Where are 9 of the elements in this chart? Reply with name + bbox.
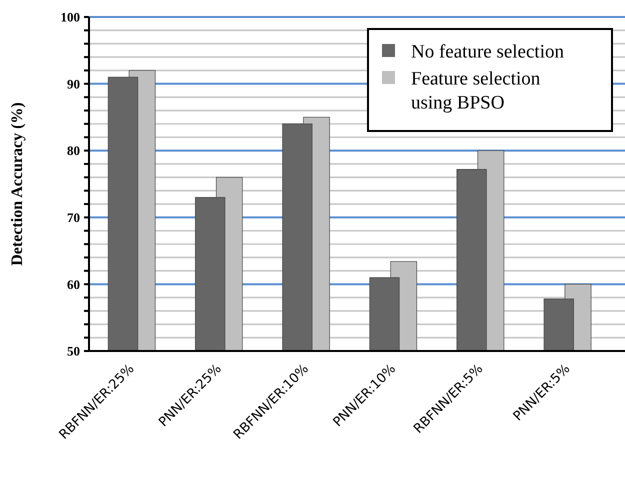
y-axis-title: Detection Accuracy (%) [9,102,26,266]
y-tick-label: 100 [60,10,80,25]
y-tick-label: 50 [67,344,80,359]
y-tick-label: 70 [67,210,80,225]
legend-label: Feature selection using BPSO [411,68,541,114]
y-tick-label: 80 [67,143,80,158]
y-tick-label: 60 [67,276,80,292]
y-tick-label: 90 [67,76,80,92]
legend-label: No feature selection [411,42,564,63]
